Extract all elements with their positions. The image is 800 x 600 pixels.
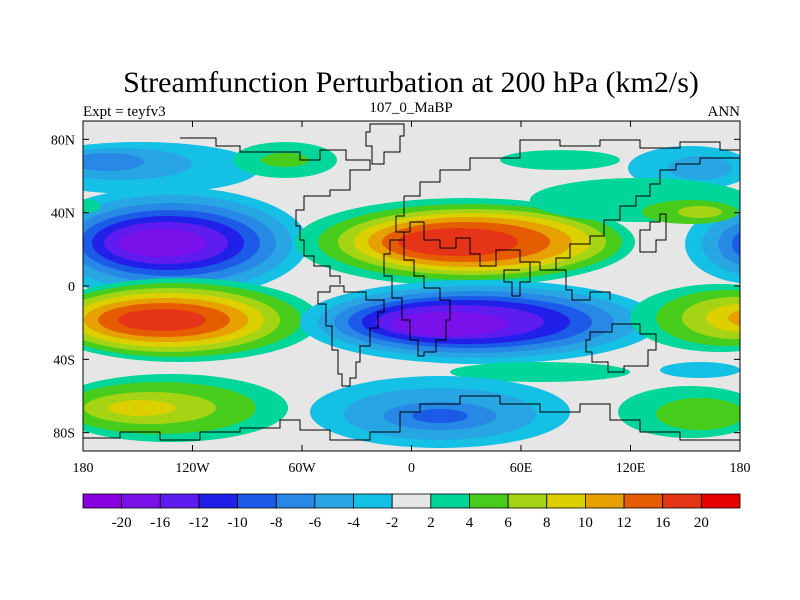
colorbar-label: -4 bbox=[347, 515, 360, 531]
colorbar-swatch bbox=[585, 493, 625, 509]
y-tick-label: 80S bbox=[53, 427, 75, 442]
colorbar-swatch bbox=[275, 493, 316, 509]
contour-so-neg-l4 bbox=[412, 409, 468, 423]
x-tick-label: 60W bbox=[288, 461, 316, 476]
contour-wpac-l4 bbox=[732, 231, 740, 257]
colorbar-label: 8 bbox=[543, 515, 551, 531]
contour-asia-high-l7 bbox=[398, 228, 518, 256]
colorbar-swatch bbox=[546, 493, 586, 509]
colorbar-label: -16 bbox=[150, 515, 170, 531]
x-tick-label: 0 bbox=[408, 461, 415, 476]
contour-s40-neg bbox=[660, 362, 740, 378]
contour-natl-l2 bbox=[261, 153, 309, 167]
colorbar-label: 16 bbox=[655, 515, 671, 531]
left-subtitle: Expt = teyfv3 bbox=[83, 104, 166, 120]
colorbar-label: -10 bbox=[228, 515, 248, 531]
colorbar-swatch bbox=[121, 493, 161, 509]
contour-n-pacific-l7 bbox=[118, 229, 206, 257]
colorbar-swatch bbox=[623, 493, 664, 509]
colorbar-label: 2 bbox=[427, 515, 435, 531]
colorbar-swatch bbox=[314, 493, 354, 509]
contour-natl2-l1 bbox=[83, 199, 100, 213]
colorbar-swatch bbox=[469, 493, 509, 509]
y-tick-label: 80N bbox=[51, 133, 75, 148]
colorbar-swatch bbox=[82, 493, 123, 509]
y-tick-label: 40S bbox=[53, 353, 75, 368]
contour-so-pos-l4 bbox=[108, 400, 176, 416]
coast-india bbox=[503, 261, 531, 297]
colorbar-label: -8 bbox=[270, 515, 283, 531]
colorbar-label: -6 bbox=[309, 515, 322, 531]
x-tick-label: 180 bbox=[73, 461, 94, 476]
colorbar-label: 12 bbox=[617, 515, 632, 531]
colorbar-swatch bbox=[198, 493, 238, 509]
axes: 180 120W 60W 0 60E 120E 180 80N 40N 0 40S 80S bbox=[51, 121, 751, 476]
colorbar-swatch bbox=[391, 493, 432, 509]
coast-japan-east-asia bbox=[639, 213, 667, 253]
coast-antarctica bbox=[83, 395, 740, 441]
contour-wpac-l5 bbox=[744, 232, 784, 256]
x-tick-label: 120W bbox=[175, 461, 210, 476]
contour-so-east-l2 bbox=[656, 398, 740, 430]
colorbar-label: -12 bbox=[189, 515, 209, 531]
contour-s40-pos bbox=[450, 362, 630, 382]
colorbar-label: 4 bbox=[466, 515, 474, 531]
x-tick-label: 180 bbox=[730, 461, 751, 476]
colorbar-label: 10 bbox=[578, 515, 593, 531]
contour-ne-arctic-l2 bbox=[668, 156, 732, 180]
coast-greenland bbox=[365, 123, 405, 165]
coast-se-asia bbox=[556, 269, 611, 301]
coast-south-america bbox=[317, 285, 385, 387]
contour-arctic-l3 bbox=[83, 153, 144, 171]
colorbar-swatch bbox=[700, 493, 741, 509]
x-tick-label: 120E bbox=[616, 461, 646, 476]
colorbar-swatch bbox=[237, 493, 277, 509]
contour-field bbox=[83, 121, 784, 451]
contour-wpac-l3 bbox=[718, 222, 740, 266]
coast-africa bbox=[383, 232, 451, 357]
colorbar-swatch bbox=[507, 493, 548, 509]
colorbar-swatch bbox=[353, 493, 393, 509]
y-tick-label: 40N bbox=[51, 207, 75, 222]
chart-title: Streamfunction Perturbation at 200 hPa (… bbox=[123, 66, 699, 99]
coast-australia bbox=[585, 323, 657, 373]
colorbar-label: -2 bbox=[386, 515, 399, 531]
coast-north-america bbox=[180, 137, 371, 284]
colorbar-label: 6 bbox=[504, 515, 512, 531]
y-tick-label: 0 bbox=[68, 280, 75, 295]
contour-nmid-l3 bbox=[678, 206, 722, 218]
center-subtitle: 107_0_MaBP bbox=[369, 100, 452, 116]
contour-wps-l4 bbox=[706, 304, 740, 332]
colorbar-swatch bbox=[430, 493, 470, 509]
colorbar-swatch bbox=[159, 493, 200, 509]
colorbar: -20 -16 -12 -10 -8 -6 -4 -2 2 4 6 8 10 12 16 20 bbox=[82, 493, 741, 531]
contour-eur-l1 bbox=[500, 150, 620, 170]
coast-eurasia bbox=[395, 139, 740, 271]
right-subtitle: ANN bbox=[708, 104, 741, 120]
contour-wps-l5 bbox=[728, 310, 740, 326]
colorbar-swatch bbox=[662, 493, 702, 509]
coastlines bbox=[83, 123, 740, 441]
contour-spac-l7 bbox=[118, 309, 206, 331]
colorbar-label: 20 bbox=[694, 515, 709, 531]
colorbar-label: -20 bbox=[112, 515, 132, 531]
contour-io-l7 bbox=[392, 312, 508, 336]
x-tick-label: 60E bbox=[510, 461, 533, 476]
